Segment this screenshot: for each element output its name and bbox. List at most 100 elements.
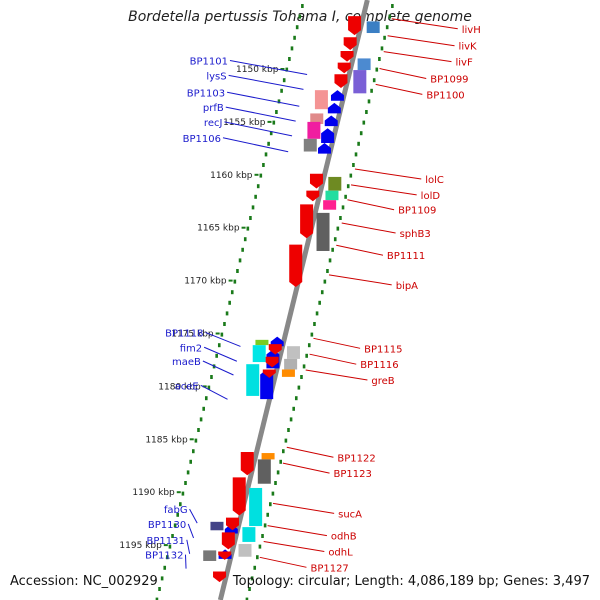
gene-features [203, 16, 380, 583]
reverse-leader-line [379, 68, 427, 80]
guide-dot [250, 576, 254, 581]
forward-gene-block [307, 121, 321, 139]
reverse-leader-line [336, 244, 384, 256]
guide-dot [245, 597, 249, 600]
forward-gene-label: lysS [206, 71, 226, 82]
tick-label: 1160 kbp [210, 171, 253, 181]
guide-dot [315, 311, 319, 316]
guide-dot [370, 88, 373, 93]
reverse-gene-arrow [268, 344, 282, 355]
reverse-leader-line [328, 274, 392, 286]
guide-dot [352, 163, 355, 167]
guide-dot [194, 438, 198, 443]
guide-dot [171, 534, 174, 538]
guide-dot [287, 428, 290, 432]
forward-leader-line [229, 60, 308, 76]
guide-dot [288, 57, 291, 61]
forward-gene-block [203, 550, 217, 561]
reverse-gene-block [238, 544, 252, 557]
guide-dot [158, 587, 161, 591]
reverse-gene-arrow [348, 16, 362, 36]
guide-dot [181, 491, 185, 496]
forward-leader-line [228, 74, 304, 90]
reverse-leader-line [347, 199, 395, 211]
forward-gene-block [255, 339, 269, 346]
reverse-leader-line [313, 337, 361, 349]
reverse-gene-label: BP1099 [430, 75, 468, 86]
forward-gene-label: prfB [203, 103, 224, 114]
guide-dot [277, 99, 281, 104]
reverse-leader-line [267, 525, 327, 537]
forward-leader-line [205, 331, 241, 347]
reverse-leader-line [282, 462, 330, 474]
forward-gene-label: BP1131 [146, 536, 184, 547]
reverse-gene-label: BP1123 [334, 469, 372, 480]
reverse-gene-label: BP1111 [387, 251, 425, 262]
guide-dot [279, 459, 282, 464]
guide-dot [274, 481, 277, 485]
guide-dot [249, 216, 252, 220]
guide-dot [225, 311, 229, 316]
reverse-gene-label: BP1122 [337, 453, 375, 464]
tick-label: 1155 kbp [223, 118, 266, 128]
guide-dot [248, 587, 251, 591]
guide-dot [380, 46, 384, 51]
reverse-gene-arrow [343, 37, 357, 50]
reverse-gene-block [261, 453, 275, 460]
reverse-leader-line [391, 18, 458, 30]
reverse-gene-block [257, 459, 271, 484]
forward-leader-line [189, 508, 198, 524]
reverse-gene-label: odhB [331, 532, 357, 543]
reverse-gene-arrow [300, 204, 314, 239]
guide-dot [263, 523, 267, 528]
forward-leader-line [187, 523, 195, 539]
tick-label: 1185 kbp [145, 435, 188, 445]
reverse-gene-label: BP1116 [360, 360, 398, 371]
guide-dot [238, 258, 242, 263]
reverse-leader-line [309, 353, 357, 365]
reverse-gene-block [284, 358, 298, 370]
forward-leader-line [226, 91, 300, 107]
forward-leader-line [184, 554, 187, 569]
reverse-leader-line [387, 35, 455, 47]
guide-dot [261, 534, 264, 538]
forward-leader-line [186, 539, 191, 554]
guide-dot [326, 269, 329, 273]
guide-dot [210, 375, 213, 379]
guide-dot [256, 555, 259, 560]
reverse-leader-line [305, 369, 368, 381]
forward-gene-label: BP1103 [187, 88, 225, 99]
reverse-gene-label: lolD [421, 191, 441, 202]
guide-dot [236, 269, 239, 273]
reverse-gene-block [249, 487, 263, 527]
reverse-gene-label: bipA [396, 281, 418, 292]
guide-dot [284, 438, 288, 443]
guide-dot [207, 385, 211, 390]
forward-gene-arrow [324, 115, 338, 127]
reverse-leader-line [341, 222, 396, 234]
guide-dot [269, 131, 273, 136]
tick-label: 1180 kbp [158, 382, 201, 392]
reverse-gene-label: odhL [328, 547, 353, 558]
reverse-leader-line [354, 168, 422, 180]
guide-dot [186, 470, 190, 475]
guide-dot [233, 279, 237, 284]
reverse-gene-block [286, 346, 300, 359]
forward-gene-block [303, 138, 317, 152]
guide-dot [155, 597, 159, 600]
guide-dot [305, 353, 308, 358]
guide-dot [269, 502, 272, 507]
guide-dot [333, 237, 337, 242]
guide-dot [310, 332, 314, 337]
forward-gene-label: BP1130 [148, 520, 186, 531]
guide-dot [228, 300, 231, 305]
guide-dot [256, 184, 260, 189]
forward-gene-block [314, 90, 328, 110]
guide-dot [295, 25, 299, 30]
reverse-gene-label: livF [455, 58, 472, 69]
reverse-gene-arrow [309, 173, 323, 189]
reverse-leader-line [259, 556, 307, 568]
forward-gene-block [246, 364, 260, 396]
tick-label: 1165 kbp [197, 224, 240, 234]
forward-gene-label: BP1132 [145, 551, 183, 562]
